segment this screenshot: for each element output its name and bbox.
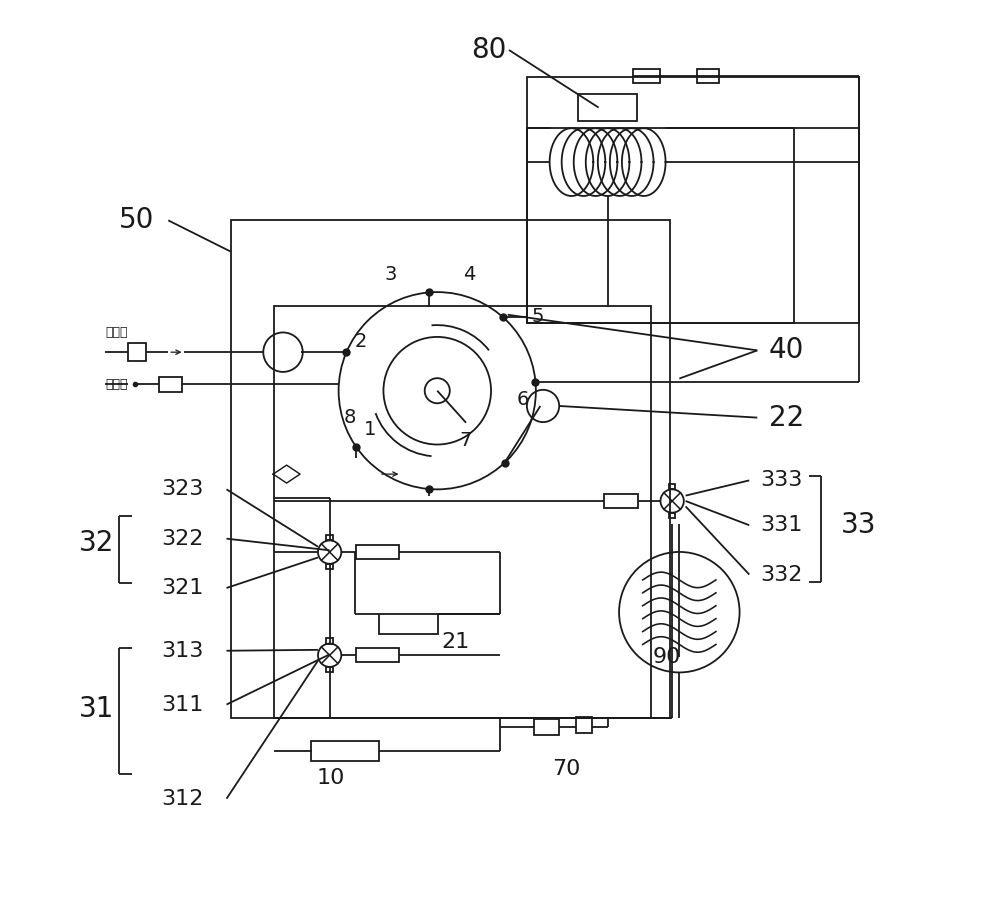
Bar bbox=[604, 494, 638, 508]
Bar bbox=[379, 614, 438, 634]
Text: 332: 332 bbox=[760, 565, 802, 585]
Text: 70: 70 bbox=[552, 759, 580, 779]
Bar bbox=[326, 667, 333, 673]
Bar bbox=[274, 305, 651, 718]
Text: 10: 10 bbox=[316, 768, 345, 788]
Text: 313: 313 bbox=[161, 641, 203, 661]
Text: 321: 321 bbox=[161, 578, 203, 598]
Text: 312: 312 bbox=[161, 788, 203, 809]
Bar bbox=[231, 220, 670, 718]
Bar bbox=[311, 741, 379, 761]
Bar bbox=[527, 128, 794, 323]
Text: 样品出: 样品出 bbox=[105, 378, 128, 391]
Bar bbox=[128, 343, 146, 361]
Text: 322: 322 bbox=[161, 529, 203, 549]
Bar bbox=[578, 94, 637, 121]
Text: 21: 21 bbox=[442, 632, 470, 652]
Text: 22: 22 bbox=[769, 403, 804, 432]
Text: 31: 31 bbox=[79, 695, 114, 723]
Bar bbox=[326, 535, 333, 541]
Bar bbox=[326, 638, 333, 644]
Text: 331: 331 bbox=[760, 515, 802, 535]
Text: 323: 323 bbox=[161, 480, 203, 499]
Bar bbox=[356, 545, 399, 559]
Bar bbox=[527, 77, 859, 323]
Bar bbox=[534, 719, 559, 735]
Text: 311: 311 bbox=[161, 694, 203, 715]
Text: 333: 333 bbox=[760, 471, 802, 490]
Text: 40: 40 bbox=[769, 337, 804, 365]
Bar bbox=[326, 564, 333, 569]
Text: 33: 33 bbox=[841, 511, 876, 539]
Text: 4: 4 bbox=[463, 265, 476, 284]
Text: 6: 6 bbox=[516, 391, 529, 409]
Bar bbox=[159, 377, 182, 392]
Text: 5: 5 bbox=[531, 307, 544, 326]
Text: 1: 1 bbox=[364, 419, 376, 439]
Bar bbox=[576, 718, 592, 734]
Text: 90: 90 bbox=[652, 647, 681, 667]
Bar bbox=[669, 484, 675, 489]
Text: 80: 80 bbox=[471, 36, 507, 64]
Text: 50: 50 bbox=[119, 207, 154, 234]
Bar bbox=[697, 69, 719, 84]
Text: 8: 8 bbox=[343, 408, 356, 427]
Text: 样品进: 样品进 bbox=[105, 326, 128, 339]
Text: 2: 2 bbox=[355, 332, 367, 351]
Text: 7: 7 bbox=[460, 430, 472, 450]
Text: 3: 3 bbox=[384, 265, 397, 284]
Bar bbox=[669, 513, 675, 518]
Bar bbox=[356, 648, 399, 663]
Bar bbox=[633, 69, 660, 84]
Text: 32: 32 bbox=[79, 529, 114, 557]
